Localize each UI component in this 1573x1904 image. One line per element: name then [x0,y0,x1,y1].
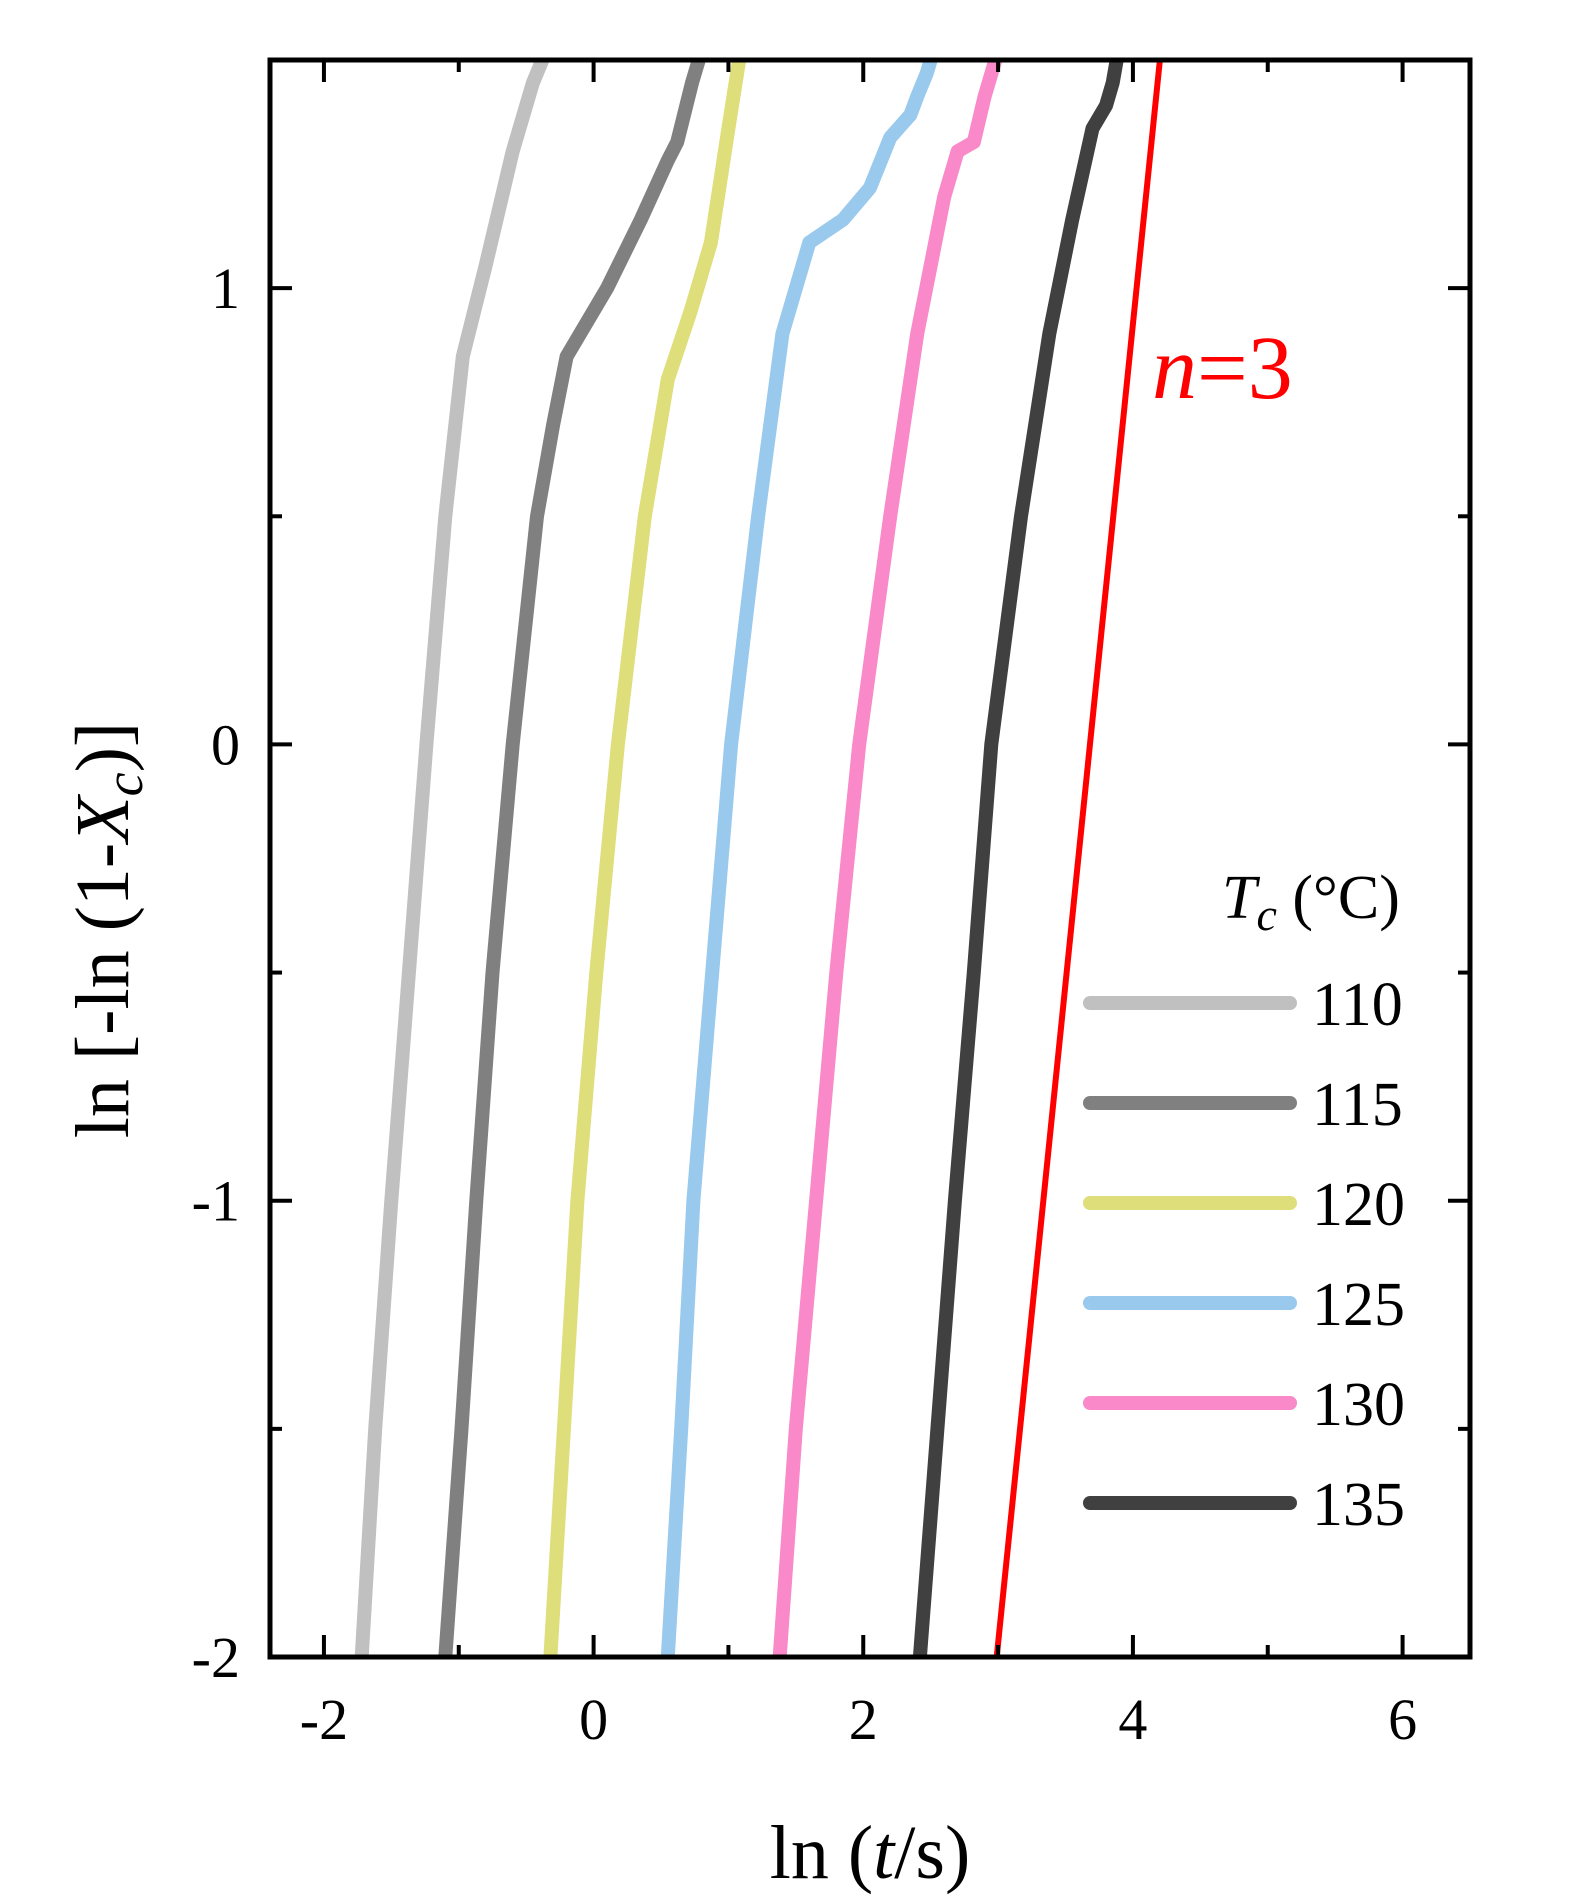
legend-title-var: T [1222,864,1261,932]
legend-title-sub: c [1256,889,1276,940]
series-line-110 [354,60,549,1657]
y-tick-label: 1 [211,256,240,321]
series-line-125 [660,60,938,1657]
series-line-fit [993,60,1163,1657]
series-layer [354,60,1163,1657]
x-tick-label: 4 [1118,1687,1147,1752]
plot-frame [267,57,1473,1660]
series-line-120 [543,60,747,1657]
y-axis-title-var: X [61,794,145,846]
legend-label: 135 [1312,1471,1405,1539]
series-line-135 [912,60,1124,1657]
legend-label: 110 [1312,971,1403,1039]
y-tick-label: -2 [192,1625,240,1690]
fit-annotation-text: =3 [1197,319,1293,418]
x-tick-label: 6 [1388,1687,1417,1752]
y-axis-title: ln [-ln (1-Xc)] [61,722,154,1139]
legend-label: 115 [1312,1071,1403,1139]
y-tick-label: 0 [211,712,240,777]
x-axis-title-suffix: /s) [894,1811,970,1895]
legend: 110 115 120 125 130 135 [1083,971,1405,1539]
x-axis-title-var: t [873,1811,896,1895]
legend-title: Tc (°C) [1222,864,1400,940]
series-line-115 [438,60,706,1657]
y-axis-title-prefix: ln [-ln (1- [61,843,145,1138]
y-tick-label: -1 [192,1169,240,1234]
fit-annotation: n=3 [1152,319,1293,418]
y-axis-title-sub: c [94,772,154,796]
legend-title-unit: (°C) [1277,864,1400,932]
x-tick-label: 2 [849,1687,878,1752]
legend-label: 130 [1312,1371,1405,1439]
series-line-130 [772,60,1003,1657]
x-axis-title-prefix: ln ( [770,1811,873,1895]
x-tick-label: 0 [579,1687,608,1752]
fit-annotation-var: n [1152,319,1197,418]
ticks-layer: -2 0 2 4 6 -2 -1 0 1 [192,60,1470,1752]
x-axis-title: ln (t/s) [770,1811,971,1895]
legend-label: 120 [1312,1171,1405,1239]
x-tick-label: -2 [300,1687,348,1752]
legend-label: 125 [1312,1271,1405,1339]
y-axis-title-suffix: )] [61,722,145,773]
